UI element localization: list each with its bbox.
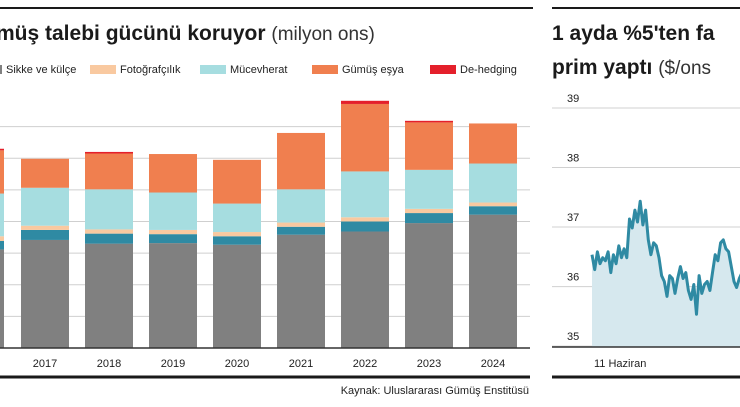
- chart-title-text: müş talebi gücünü koruyor: [0, 22, 266, 45]
- x-tick-label: 2019: [161, 358, 185, 370]
- y-tick-label: 39: [567, 93, 579, 105]
- price-title-line1: 1 ayda %5'ten fa: [552, 22, 715, 45]
- bar-segment-extra: [149, 234, 197, 244]
- bar-segment-esya: [85, 153, 133, 190]
- y-tick-label: 36: [567, 272, 579, 284]
- bar-segment-foto: [213, 232, 261, 237]
- chart-unit: (milyon ons): [271, 24, 375, 45]
- legend-swatch: [90, 65, 116, 74]
- legend-item-dehedging: De-hedging: [430, 64, 517, 76]
- bar-segment-sikke: [213, 244, 261, 348]
- bar-segment-dehedging: [405, 120, 453, 123]
- legend-label: De-hedging: [460, 64, 517, 76]
- top-rule: [0, 7, 533, 9]
- x-tick-label: 2018: [97, 358, 121, 370]
- bar-segment-dehedging: [341, 100, 389, 104]
- legend-item-esya: Gümüş eşya: [312, 64, 404, 76]
- bar-segment-esya: [0, 150, 4, 194]
- stacked-bar-chart: 2017 2018 2019 2020 2021 2022 2023 2024: [0, 100, 530, 379]
- bar-segment-foto: [405, 208, 453, 214]
- bar-segment-sikke: [277, 234, 325, 348]
- bar-segment-mucevher: [213, 203, 261, 233]
- x-tick-label: 2023: [417, 358, 441, 370]
- bar-segment-sikke: [341, 231, 389, 348]
- bar-segment-foto: [85, 229, 133, 234]
- legend-swatch: [200, 65, 226, 74]
- bar-segment-esya: [21, 158, 69, 188]
- legend-label: Gümüş eşya: [342, 64, 404, 76]
- price-unit: ($/ons: [658, 58, 712, 79]
- price-title-text: prim yaptı: [552, 56, 653, 79]
- bar-segment-mucevher: [341, 171, 389, 218]
- bar-segment-dehedging: [0, 148, 4, 151]
- legend-label: Fotoğrafçılık: [120, 64, 181, 76]
- bar-segment-esya: [213, 159, 261, 204]
- bar-segment-foto: [469, 202, 517, 207]
- bar-segment-extra: [341, 221, 389, 232]
- bar-segment-foto: [277, 222, 325, 227]
- bar-segment-extra: [0, 241, 4, 250]
- x-tick-label: 2017: [33, 358, 57, 370]
- price-area: [592, 201, 740, 347]
- bar-segment-esya: [405, 122, 453, 170]
- y-tick-label: 35: [567, 331, 579, 343]
- legend-item-foto: Fotoğrafçılık: [90, 64, 181, 76]
- bar-segment-mucevher: [149, 192, 197, 230]
- bar-segment-extra: [405, 213, 453, 224]
- x-tick-label: 2021: [289, 358, 313, 370]
- bar-segment-extra: [85, 233, 133, 244]
- bar-segment-foto: [21, 225, 69, 230]
- x-tick-label: 2024: [481, 358, 505, 370]
- legend-label: Sikke ve külçe: [6, 64, 77, 76]
- bar-segment-foto: [0, 236, 4, 242]
- bar-segment-esya: [469, 123, 517, 164]
- bar-segment-mucevher: [277, 189, 325, 223]
- bar-segment-extra: [469, 206, 517, 215]
- bar-segment-esya: [149, 154, 197, 193]
- bar-segment-sikke: [149, 243, 197, 348]
- source-note: Kaynak: Uluslararası Gümüş Enstitüsü: [340, 385, 529, 397]
- x-tick-label: 2020: [225, 358, 249, 370]
- price-chart-panel: 1 ayda %5'ten fa prim yaptı ($/ons 35 36 3…: [552, 0, 740, 407]
- bar-segment-extra: [277, 226, 325, 235]
- bar-segment-foto: [341, 217, 389, 222]
- bar-segment-esya: [277, 132, 325, 190]
- bar-segment-sikke: [21, 239, 69, 348]
- legend-label: Mücevherat: [230, 64, 288, 76]
- bar-segment-extra: [213, 236, 261, 245]
- bar-segment-sikke: [85, 243, 133, 348]
- bar-segment-mucevher: [85, 189, 133, 230]
- bar-segment-sikke: [405, 223, 453, 348]
- y-tick-label: 38: [567, 153, 579, 165]
- bar-segment-mucevher: [405, 169, 453, 209]
- bar-segment-mucevher: [21, 187, 69, 226]
- bar-segment-mucevher: [469, 163, 517, 203]
- legend-swatch: [312, 65, 338, 74]
- bar-segment-dehedging: [85, 151, 133, 154]
- top-rule-right: [552, 7, 740, 9]
- price-line: [590, 199, 740, 316]
- y-tick-label: 37: [567, 212, 579, 224]
- legend-item-sikke: Sikke ve külçe: [0, 64, 76, 76]
- legend-swatch: [0, 65, 2, 74]
- price-title-line2: prim yaptı ($/ons: [552, 56, 711, 80]
- bar-segment-sikke: [0, 249, 4, 348]
- bar-segment-esya: [341, 103, 389, 172]
- bar-segment-sikke: [469, 214, 517, 348]
- legend-swatch: [430, 65, 456, 74]
- x-tick-label: 2022: [353, 358, 377, 370]
- x-tick-label: 11 Haziran: [594, 358, 646, 370]
- bar-segment-foto: [149, 229, 197, 235]
- bar-segment-mucevher: [0, 193, 4, 237]
- chart-title: müş talebi gücünü koruyor (milyon ons): [0, 22, 375, 46]
- price-area-chart: 35 36 37 38 39 11 Haziran: [552, 93, 740, 379]
- legend-item-mucevher: Mücevherat: [200, 64, 287, 76]
- bar-segment-extra: [21, 229, 69, 240]
- demand-chart-panel: müş talebi gücünü koruyor (milyon ons) S…: [0, 7, 533, 397]
